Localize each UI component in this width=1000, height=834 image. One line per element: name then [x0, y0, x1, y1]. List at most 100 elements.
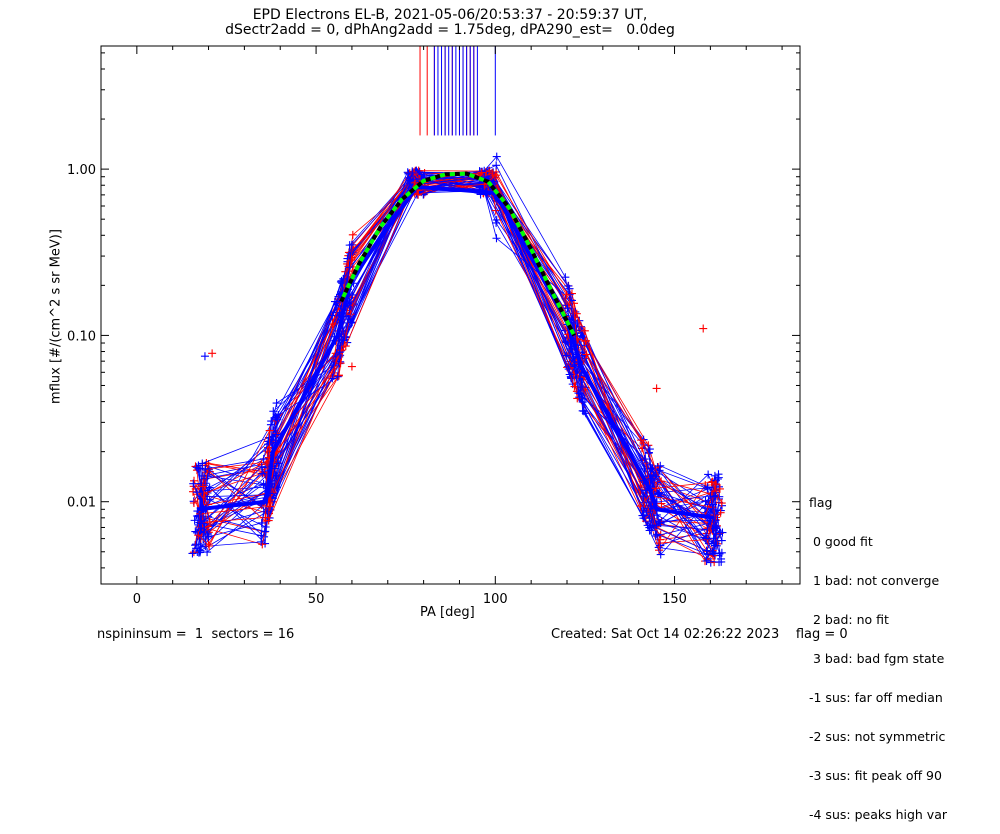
chart-title: EPD Electrons EL-B, 2021-05-06/20:53:37 … [252, 7, 648, 23]
data-point-marker [203, 548, 212, 557]
data-point-marker [192, 544, 201, 553]
flag-legend-line: flag [809, 495, 833, 510]
data-point-marker [563, 304, 572, 313]
data-point-marker [561, 273, 570, 282]
data-point-marker [656, 550, 665, 559]
data-point-marker [198, 482, 207, 491]
spin-trace [199, 171, 714, 556]
data-point-marker [710, 471, 719, 480]
data-point-marker [717, 554, 726, 563]
data-point-marker [642, 508, 651, 517]
data-point-marker [258, 469, 267, 478]
data-point-marker [652, 472, 661, 481]
data-point-marker [640, 455, 649, 464]
footer-spin-info: nspininsum = 1 sectors = 16 [97, 627, 295, 642]
data-point-marker [333, 372, 342, 381]
data-point-marker [408, 168, 417, 177]
data-point-marker [645, 445, 654, 454]
x-tick-label: 150 [662, 592, 687, 607]
data-point-marker [336, 359, 345, 368]
data-point-marker [338, 336, 347, 345]
data-point-marker [652, 384, 661, 393]
data-point-marker [639, 439, 648, 448]
y-axis-label: mflux [#/(cm^2 s sr MeV)] [48, 229, 64, 404]
data-point-marker [491, 171, 500, 180]
data-point-marker [564, 281, 573, 290]
data-point-marker [269, 407, 278, 416]
data-point-marker [264, 516, 273, 525]
flag-legend-line: 0 good fit [809, 534, 873, 549]
data-point-marker [477, 168, 486, 177]
data-point-marker [708, 547, 717, 556]
data-point-marker [204, 465, 213, 474]
data-point-marker [272, 429, 281, 438]
flag-legend-line: -4 sus: peaks high var [809, 807, 948, 822]
fit-curve-black [339, 171, 576, 337]
data-point-marker [639, 492, 648, 501]
data-point-marker [565, 370, 574, 379]
data-point-marker [570, 382, 579, 391]
data-point-marker [271, 412, 280, 421]
data-point-marker [274, 459, 283, 468]
data-point-marker [702, 546, 711, 555]
data-point-marker [715, 484, 724, 493]
x-tick-label: 50 [308, 592, 325, 607]
x-tick-label: 0 [133, 592, 141, 607]
data-point-marker [265, 426, 274, 435]
flag-legend: flag 0 good fit 1 bad: not converge 2 ba… [809, 470, 947, 834]
data-point-marker [656, 461, 665, 470]
data-point-marker [259, 454, 268, 463]
data-point-marker [578, 406, 587, 415]
flag-legend-line: 1 bad: not converge [809, 573, 940, 588]
data-point-marker [704, 470, 713, 479]
spin-trace [192, 176, 715, 526]
spin-trace [196, 172, 721, 553]
data-point-marker [652, 530, 661, 539]
data-point-marker [709, 500, 718, 509]
data-point-marker [492, 152, 501, 161]
x-axis-label: PA [deg] [420, 605, 475, 620]
median-profile [197, 184, 715, 520]
flag-legend-line: -1 sus: far off median [809, 690, 943, 705]
data-point-marker [717, 548, 726, 557]
data-point-marker [492, 161, 501, 170]
chart-subtitle: dSectr2add = 0, dPhAng2add = 1.75deg, dP… [225, 22, 675, 38]
data-point-marker [257, 537, 266, 546]
data-point-marker [190, 516, 199, 525]
data-point-marker [196, 519, 205, 528]
data-point-marker [347, 362, 356, 371]
y-tick-label: 0.01 [67, 496, 96, 511]
data-point-marker [208, 349, 217, 358]
data-point-marker [205, 542, 214, 551]
data-point-marker [272, 399, 281, 408]
flag-legend-line: 3 bad: bad fgm state [809, 651, 945, 666]
plot-area [188, 46, 727, 567]
data-point-marker [200, 352, 209, 361]
data-point-marker [702, 556, 711, 565]
data-point-marker [347, 240, 356, 249]
data-point-marker [201, 464, 210, 473]
data-point-marker [205, 517, 214, 526]
data-point-marker [194, 531, 203, 540]
data-point-marker [198, 459, 207, 468]
flag-legend-line: -2 sus: not symmetric [809, 729, 946, 744]
data-point-marker [492, 215, 501, 224]
flag-legend-line: -3 sus: fit peak off 90 [809, 768, 942, 783]
data-point-marker [266, 438, 275, 447]
data-point-marker [699, 324, 708, 333]
data-point-marker [194, 464, 203, 473]
data-point-marker [189, 479, 198, 488]
data-point-marker [707, 478, 716, 487]
data-point-marker [335, 348, 344, 357]
data-point-marker [579, 333, 588, 342]
y-tick-label: 0.10 [67, 329, 96, 344]
data-point-marker [339, 274, 348, 283]
data-point-marker [580, 326, 589, 335]
data-point-marker [655, 539, 664, 548]
data-point-marker [657, 499, 666, 508]
data-point-marker [655, 466, 664, 475]
spin-trace [195, 179, 716, 549]
data-point-marker [492, 234, 501, 243]
data-point-marker [189, 498, 198, 507]
data-point-marker [575, 393, 584, 402]
